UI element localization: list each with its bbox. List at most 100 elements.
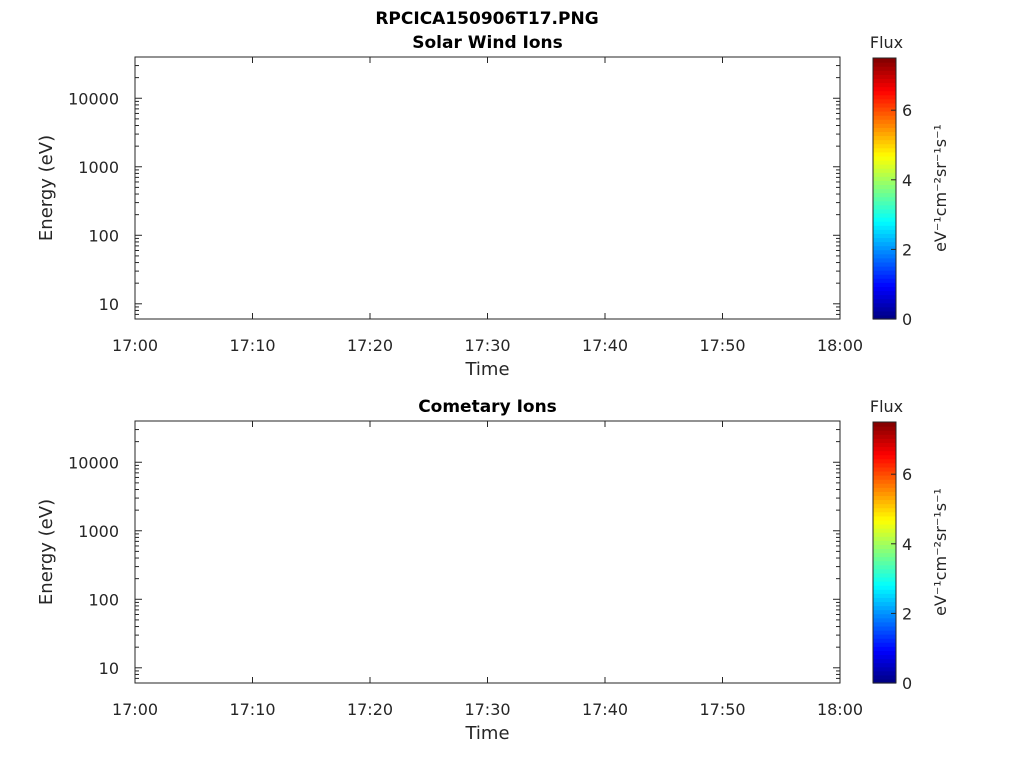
- colorbar-segment: [873, 127, 896, 133]
- colorbar-segment: [873, 479, 896, 484]
- colorbar-segment: [873, 94, 896, 100]
- colorbar-segment: [873, 454, 896, 460]
- colorbar-title: Flux: [870, 397, 903, 416]
- panel-cometary-ions: Cometary Ions 17:00 17:10 17:20 17:30 17:40 17…: [36, 397, 950, 744]
- colorbar-segment: [873, 589, 896, 594]
- colorbar-segment: [873, 426, 896, 431]
- plot-area: [135, 421, 840, 683]
- colorbar-segment: [873, 196, 896, 202]
- colorbar-segment: [873, 298, 896, 304]
- y-tick-label: 100: [88, 590, 119, 609]
- colorbar-segment: [873, 172, 896, 177]
- colorbar-segment: [873, 82, 896, 88]
- colorbar-segment: [873, 135, 896, 141]
- colorbar-segment: [873, 253, 896, 259]
- colorbar-segment: [873, 438, 896, 443]
- colorbar-segment: [873, 434, 896, 439]
- colorbar-segment: [873, 422, 896, 427]
- colorbar-segment: [873, 670, 896, 676]
- colorbar-segment: [873, 576, 896, 582]
- colorbar-segment: [873, 605, 896, 611]
- colorbar-segment: [873, 245, 896, 251]
- colorbar-segment: [873, 544, 896, 550]
- colorbar-segment: [873, 519, 896, 525]
- colorbar-segment: [873, 532, 896, 537]
- colorbar-segment: [873, 282, 896, 287]
- colorbar-segment: [873, 585, 896, 590]
- colorbar-segment: [873, 159, 896, 165]
- colorbar-segment: [873, 617, 896, 623]
- colorbar-segment: [873, 86, 896, 92]
- colorbar-segment: [873, 180, 896, 186]
- colorbar-segment: [873, 650, 896, 656]
- colorbar-segment: [873, 265, 896, 271]
- colorbar-segment: [873, 286, 896, 292]
- colorbar-segment: [873, 568, 896, 574]
- colorbar-segment: [873, 115, 896, 120]
- colorbar-segment: [873, 111, 896, 116]
- x-tick-label: 18:00: [817, 336, 863, 355]
- colorbar-segment: [873, 581, 896, 586]
- y-tick-label: 10: [99, 295, 119, 314]
- colorbar-segment: [873, 528, 896, 533]
- colorbar-segment: [873, 548, 896, 554]
- y-axis-label: Energy (eV): [36, 135, 57, 241]
- colorbar-segment: [873, 241, 896, 247]
- colorbar-segment: [873, 450, 896, 456]
- panel-solar-wind-ions: Solar Wind Ions 17:00 17:10 17:20 17:30 17:40…: [36, 33, 950, 380]
- colorbar-segment: [873, 564, 896, 570]
- colorbar-segment: [873, 629, 896, 635]
- colorbar-segment: [873, 621, 896, 627]
- colorbar-segment: [873, 523, 896, 529]
- colorbar-label: eV⁻¹cm⁻²sr⁻¹s⁻¹: [931, 488, 950, 616]
- x-tick-label: 17:50: [699, 700, 745, 719]
- colorbar-segment: [873, 74, 896, 79]
- colorbar-segment: [873, 302, 896, 308]
- colorbar-segment: [873, 102, 896, 108]
- x-tick-label: 17:30: [464, 336, 510, 355]
- colorbar-segment: [873, 556, 896, 562]
- colorbar-segment: [873, 184, 896, 190]
- colorbar-segment: [873, 290, 896, 296]
- colorbar-tick-label: 6: [902, 101, 912, 120]
- colorbar-segment: [873, 609, 896, 615]
- colorbar-segment: [873, 237, 896, 243]
- colorbar-segment: [873, 204, 896, 210]
- colorbar-segment: [873, 294, 896, 300]
- colorbar-segment: [873, 572, 896, 578]
- colorbar-segment: [873, 62, 896, 67]
- colorbar-segment: [873, 430, 896, 435]
- colorbar-segment: [873, 274, 896, 279]
- y-tick-label: 10: [99, 659, 119, 678]
- colorbar-segment: [873, 221, 896, 226]
- x-tick-label: 17:00: [112, 700, 158, 719]
- panel-title: Cometary Ions: [418, 397, 557, 417]
- plot-area: [135, 57, 840, 319]
- colorbar-segment: [873, 475, 896, 480]
- x-tick-label: 17:40: [582, 336, 628, 355]
- colorbar-segment: [873, 507, 896, 513]
- x-tick-label: 17:10: [229, 336, 275, 355]
- y-tick-label: 100: [88, 226, 119, 245]
- colorbar-segment: [873, 601, 896, 607]
- colorbar-segment: [873, 515, 896, 521]
- colorbar-segment: [873, 540, 896, 545]
- colorbar-segment: [873, 487, 896, 492]
- colorbar-segment: [873, 225, 896, 230]
- colorbar-segment: [873, 147, 896, 153]
- colorbar-segment: [873, 212, 896, 218]
- colorbar-segment: [873, 66, 896, 71]
- colorbar-segment: [873, 446, 896, 452]
- x-tick-label: 18:00: [817, 700, 863, 719]
- colorbar-segment: [873, 208, 896, 214]
- y-axis-label: Energy (eV): [36, 499, 57, 605]
- x-tick-label: 17:20: [347, 700, 393, 719]
- x-tick-label: 17:50: [699, 336, 745, 355]
- colorbar-segment: [873, 98, 896, 104]
- colorbar-segment: [873, 560, 896, 566]
- x-axis-label: Time: [464, 723, 509, 744]
- colorbar-segment: [873, 143, 896, 149]
- panel-title: Solar Wind Ions: [412, 33, 563, 53]
- colorbar-segment: [873, 625, 896, 631]
